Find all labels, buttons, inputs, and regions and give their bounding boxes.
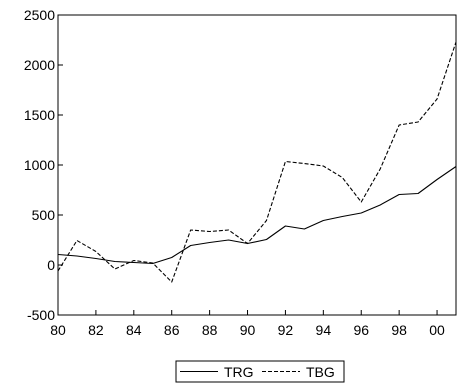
x-tick-label: 80 bbox=[50, 322, 66, 338]
y-tick-label: 0 bbox=[47, 257, 55, 273]
x-tick-label: 82 bbox=[88, 322, 104, 338]
x-tick-label: 88 bbox=[202, 322, 218, 338]
legend: TRG TBG bbox=[175, 360, 345, 383]
y-tick-label: 1500 bbox=[24, 107, 55, 123]
plot-frame bbox=[57, 14, 457, 316]
x-tick-label: 96 bbox=[353, 322, 369, 338]
x-tick-label: 94 bbox=[316, 322, 332, 338]
y-tick-label: 1000 bbox=[24, 157, 55, 173]
y-tick-label: 500 bbox=[32, 207, 56, 223]
x-tick-label: 92 bbox=[278, 322, 294, 338]
y-tick-label: 2000 bbox=[24, 57, 55, 73]
y-axis-ticks: -500 0 500 1000 1500 2000 2500 bbox=[24, 7, 63, 323]
x-tick-label: 98 bbox=[391, 322, 407, 338]
x-tick-label: 84 bbox=[126, 322, 142, 338]
series-line-tbg bbox=[57, 41, 457, 283]
x-axis-ticks: 80 82 84 86 88 90 92 94 96 98 00 bbox=[50, 310, 445, 338]
y-tick-label: 2500 bbox=[24, 7, 55, 23]
legend-label-trg: TRG bbox=[224, 364, 254, 380]
series-lines bbox=[57, 41, 457, 283]
x-tick-label: 90 bbox=[240, 322, 256, 338]
x-tick-label: 00 bbox=[429, 322, 445, 338]
legend-box bbox=[175, 360, 345, 383]
y-tick-label: -500 bbox=[27, 307, 55, 323]
x-tick-label: 86 bbox=[164, 322, 180, 338]
series-line-trg bbox=[57, 166, 457, 265]
legend-label-tbg: TBG bbox=[306, 364, 335, 380]
